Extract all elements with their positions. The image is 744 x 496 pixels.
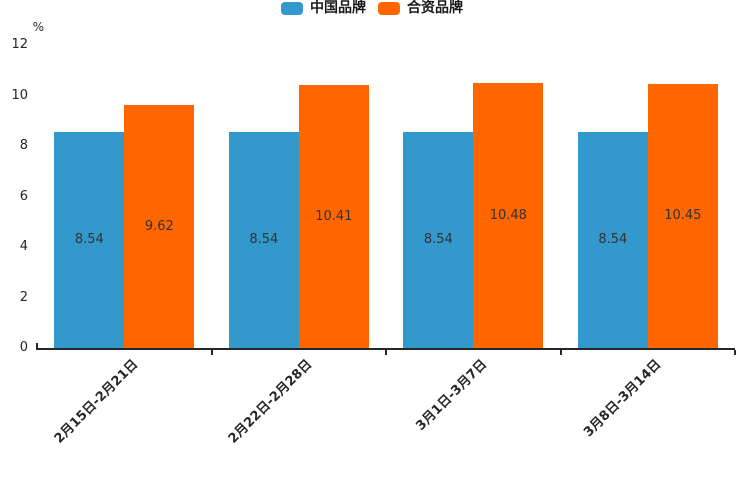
x-category-label: 2月15日-2月21日 xyxy=(51,357,141,447)
bar-value-label: 8.54 xyxy=(423,232,453,248)
y-axis-stub xyxy=(36,343,38,348)
x-axis-tick xyxy=(560,350,562,355)
y-tick-label: 2 xyxy=(19,289,28,305)
bar-value-label: 10.41 xyxy=(315,208,353,224)
bar-value-label: 8.54 xyxy=(249,232,279,248)
bar-value-label: 9.62 xyxy=(144,218,174,234)
bar xyxy=(403,132,474,348)
legend-item: 中国品牌 xyxy=(281,0,366,16)
x-axis-tick xyxy=(385,350,387,355)
bar xyxy=(124,105,195,348)
bar xyxy=(228,132,299,348)
x-axis-line xyxy=(36,348,735,350)
y-tick-label: 4 xyxy=(19,239,28,254)
y-tick-label: 12 xyxy=(11,37,28,52)
bar xyxy=(473,83,544,348)
legend-label: 中国品牌 xyxy=(310,0,366,16)
bar-value-label: 10.45 xyxy=(664,208,702,224)
legend: 中国品牌 合资品牌 xyxy=(0,0,744,16)
y-tick-label: 8 xyxy=(19,138,28,153)
y-axis-unit-label: % xyxy=(32,20,44,34)
bar-value-label: 10.48 xyxy=(489,207,527,223)
legend-item: 合资品牌 xyxy=(378,0,463,16)
y-tick-label: 6 xyxy=(19,188,28,204)
x-category-label: 3月1日-3月7日 xyxy=(413,357,490,434)
legend-swatch xyxy=(281,1,303,15)
bar xyxy=(647,84,718,348)
y-tick-label: 0 xyxy=(19,340,28,355)
y-tick-label: 10 xyxy=(11,87,28,103)
bar xyxy=(54,132,125,348)
x-axis-tick xyxy=(211,350,213,355)
bar xyxy=(577,132,648,348)
x-axis-tick xyxy=(734,350,736,355)
bar-value-label: 8.54 xyxy=(598,232,628,248)
x-category-label: 2月22日-2月28日 xyxy=(225,357,316,447)
legend-label: 合资品牌 xyxy=(407,0,463,16)
bar-value-label: 8.54 xyxy=(74,232,104,248)
x-category-label: 3月8日-3月14日 xyxy=(581,357,665,441)
bar xyxy=(298,85,369,348)
legend-swatch xyxy=(378,1,400,15)
